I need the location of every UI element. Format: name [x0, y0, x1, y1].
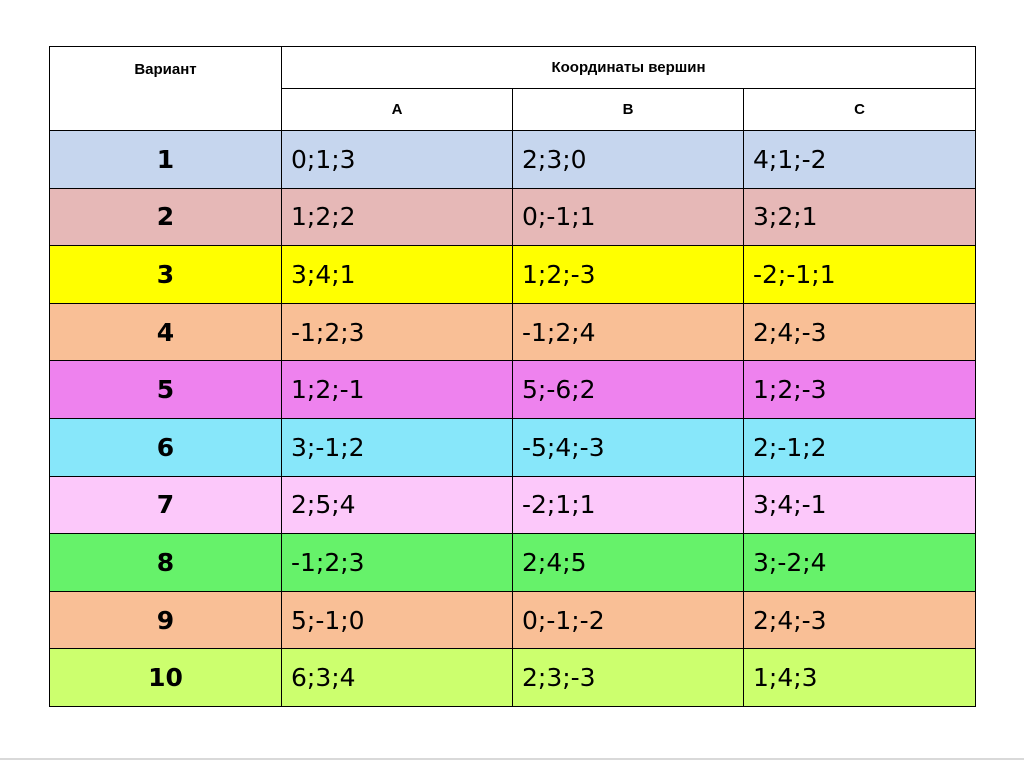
- table-row: 6 3;-1;2 -5;4;-3 2;-1;2: [49, 417, 976, 477]
- vertex-c-cell: 4;1;-2: [743, 130, 976, 189]
- variant-number-cell: 6: [49, 417, 282, 477]
- header-row-vertices: A B C: [50, 88, 976, 131]
- vertex-b-cell: 0;-1;1: [512, 187, 744, 247]
- vertex-a-cell: 3;4;1: [281, 245, 513, 304]
- variant-number-cell: 8: [49, 533, 282, 592]
- table-row: 2 1;2;2 0;-1;1 3;2;1: [49, 187, 976, 247]
- variant-number-cell: 3: [49, 245, 282, 304]
- vertex-b-header: B: [512, 88, 744, 131]
- variant-number-cell: 7: [49, 475, 282, 535]
- slide-bottom-divider: [0, 758, 1024, 760]
- vertex-c-cell: 3;2;1: [743, 187, 976, 247]
- vertex-b-cell: -5;4;-3: [512, 417, 744, 477]
- vertex-b-cell: 0;-1;-2: [512, 590, 744, 650]
- vertex-c-cell: -2;-1;1: [743, 245, 976, 304]
- vertex-c-header: C: [743, 88, 976, 131]
- vertex-c-cell: 2;4;-3: [743, 302, 976, 362]
- vertex-b-cell: 2;3;-3: [512, 648, 744, 707]
- header-row-top: Вариант Координаты вершин: [49, 46, 976, 131]
- vertex-a-cell: 0;1;3: [281, 130, 513, 189]
- vertex-a-cell: 3;-1;2: [281, 417, 513, 477]
- table-row: 5 1;2;-1 5;-6;2 1;2;-3: [49, 360, 976, 419]
- vertex-a-cell: 1;2;-1: [281, 360, 513, 419]
- table-row: 9 5;-1;0 0;-1;-2 2;4;-3: [49, 590, 976, 650]
- vertex-a-cell: 5;-1;0: [281, 590, 513, 650]
- vertex-c-cell: 3;4;-1: [743, 475, 976, 535]
- vertex-a-cell: 6;3;4: [281, 648, 513, 707]
- variant-number-cell: 5: [49, 360, 282, 419]
- vertex-a-cell: -1;2;3: [281, 302, 513, 362]
- vertex-b-cell: 1;2;-3: [512, 245, 744, 304]
- table-row: 4 -1;2;3 -1;2;4 2;4;-3: [49, 302, 976, 362]
- vertex-coordinates-header: Координаты вершин: [281, 46, 976, 89]
- vertex-a-cell: 2;5;4: [281, 475, 513, 535]
- variant-number-cell: 9: [49, 590, 282, 650]
- table-row: 10 6;3;4 2;3;-3 1;4;3: [49, 648, 976, 707]
- table-row: 8 -1;2;3 2;4;5 3;-2;4: [49, 533, 976, 592]
- vertex-b-cell: -1;2;4: [512, 302, 744, 362]
- vertex-b-cell: 5;-6;2: [512, 360, 744, 419]
- vertex-c-cell: 1;2;-3: [743, 360, 976, 419]
- vertex-c-cell: 1;4;3: [743, 648, 976, 707]
- vertex-a-cell: -1;2;3: [281, 533, 513, 592]
- table-row: 7 2;5;4 -2;1;1 3;4;-1: [49, 475, 976, 535]
- table-row: 1 0;1;3 2;3;0 4;1;-2: [49, 130, 976, 189]
- vertex-b-cell: 2;3;0: [512, 130, 744, 189]
- vertex-c-cell: 3;-2;4: [743, 533, 976, 592]
- variant-number-cell: 1: [49, 130, 282, 189]
- vertex-b-cell: -2;1;1: [512, 475, 744, 535]
- vertex-a-cell: 1;2;2: [281, 187, 513, 247]
- variant-number-cell: 4: [49, 302, 282, 362]
- variant-column-header: Вариант: [49, 46, 282, 131]
- table-body: 1 0;1;3 2;3;0 4;1;-2 2 1;2;2 0;-1;1 3;2;1 3 3;4;1…: [49, 130, 976, 707]
- table-row: 3 3;4;1 1;2;-3 -2;-1;1: [49, 245, 976, 304]
- vertex-a-header: A: [281, 88, 513, 131]
- vertex-c-cell: 2;4;-3: [743, 590, 976, 650]
- variant-number-cell: 10: [49, 648, 282, 707]
- vertex-c-cell: 2;-1;2: [743, 417, 976, 477]
- coordinates-table: Вариант Координаты вершин A B C 1 0;1;3 2;…: [49, 46, 976, 707]
- vertex-b-cell: 2;4;5: [512, 533, 744, 592]
- variant-number-cell: 2: [49, 187, 282, 247]
